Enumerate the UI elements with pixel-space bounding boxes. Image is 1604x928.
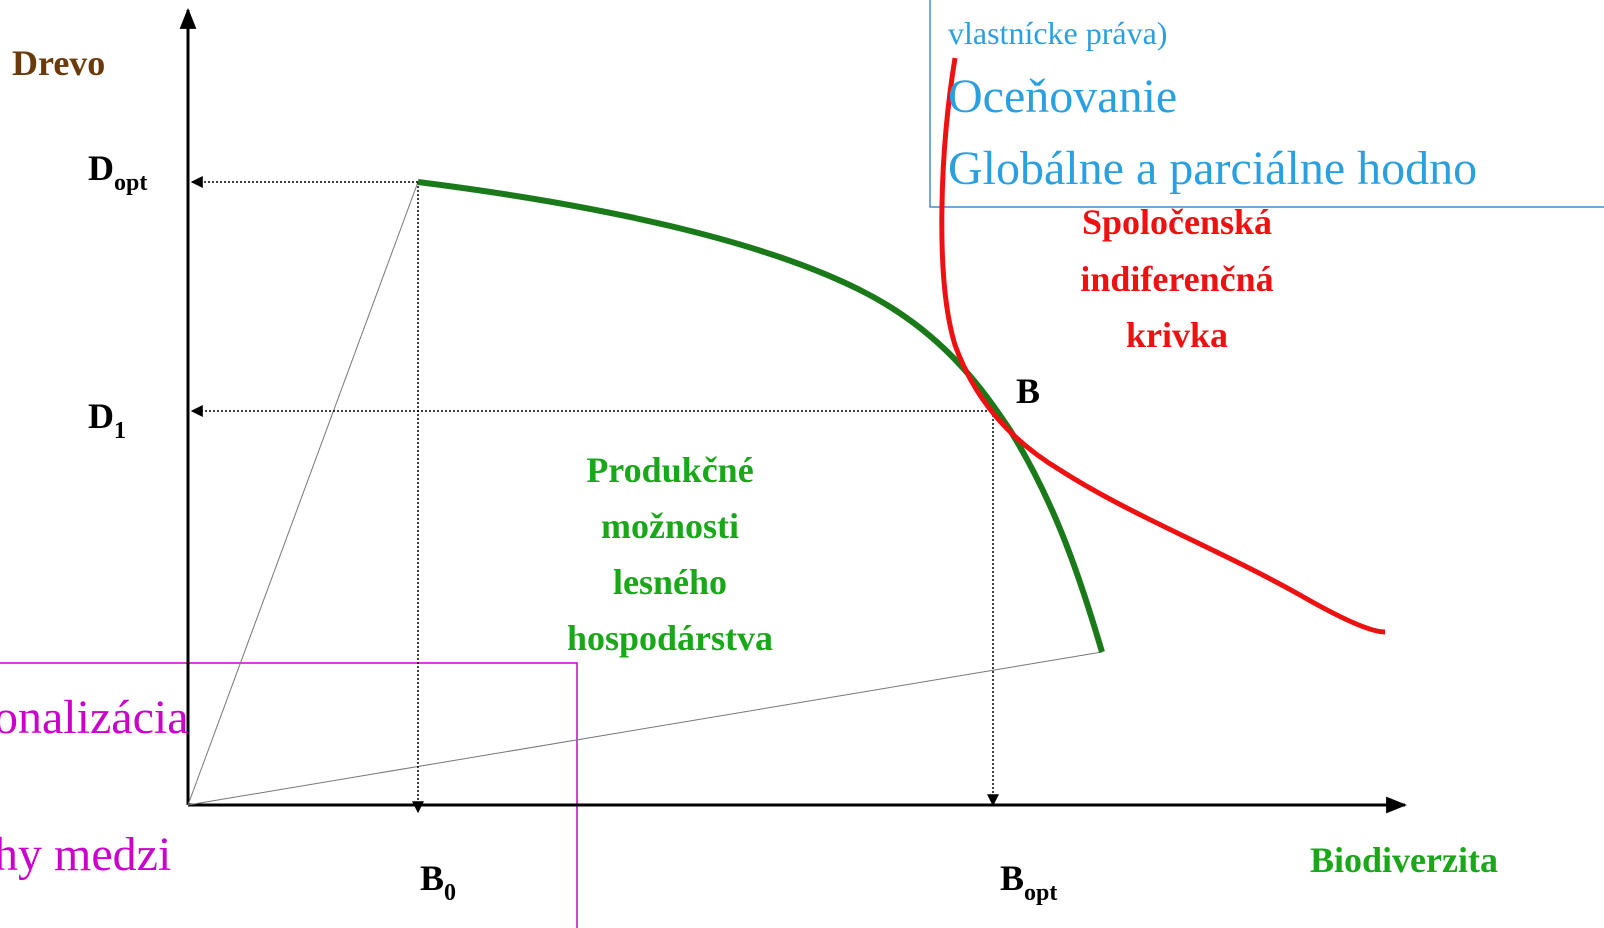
mark-main: D [88, 396, 114, 436]
production-label: hospodárstva [567, 618, 773, 658]
production-label: Produkčné [586, 450, 753, 490]
blue-box [929, 0, 1604, 208]
mark-sub: opt [114, 170, 147, 196]
mark-main: D [88, 148, 114, 188]
production-curve [417, 179, 1105, 653]
guide-line [187, 181, 419, 806]
magenta-box-text: onalizácia [0, 691, 189, 744]
y-mark: D1 [88, 396, 126, 444]
blue-box-text: Oceňovanie [948, 70, 1177, 123]
point-label: B [1016, 371, 1040, 411]
magenta-box [0, 662, 578, 928]
mark-sub: 1 [114, 418, 126, 444]
y-axis-label: Drevo [12, 43, 105, 83]
y-mark: Dopt [88, 148, 147, 196]
mark-sub: opt [1024, 880, 1057, 906]
production-label: lesného [613, 562, 727, 602]
x-mark: B0 [420, 858, 456, 906]
x-mark: Bopt [1000, 858, 1057, 906]
mark-main: B [420, 858, 444, 898]
mark-main: B [1000, 858, 1024, 898]
blue-box-text: Globálne a parciálne hodno [948, 142, 1477, 195]
indifference-curve [939, 57, 1386, 635]
indifference-label: Spoločenská [1082, 202, 1272, 242]
blue-box-text: vlastnícke práva) [948, 15, 1167, 51]
mark-sub: 0 [444, 880, 456, 906]
magenta-box-text: hy medzi [0, 828, 171, 881]
x-axis-label: Biodiverzita [1310, 840, 1498, 880]
indifference-label: krivka [1126, 315, 1228, 355]
indifference-label: indiferenčná [1080, 259, 1273, 299]
production-label: možnosti [601, 506, 739, 546]
guide-line [187, 651, 1103, 806]
